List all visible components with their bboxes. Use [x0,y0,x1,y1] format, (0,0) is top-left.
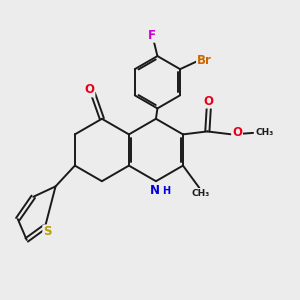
Text: CH₃: CH₃ [255,128,274,137]
Text: O: O [232,126,242,140]
Text: H: H [163,186,171,196]
Text: CH₃: CH₃ [192,189,210,198]
Text: S: S [43,225,52,239]
Text: O: O [84,83,94,97]
Text: N: N [150,184,160,196]
Text: Br: Br [197,54,212,67]
Text: O: O [204,94,214,108]
Text: F: F [148,29,156,42]
